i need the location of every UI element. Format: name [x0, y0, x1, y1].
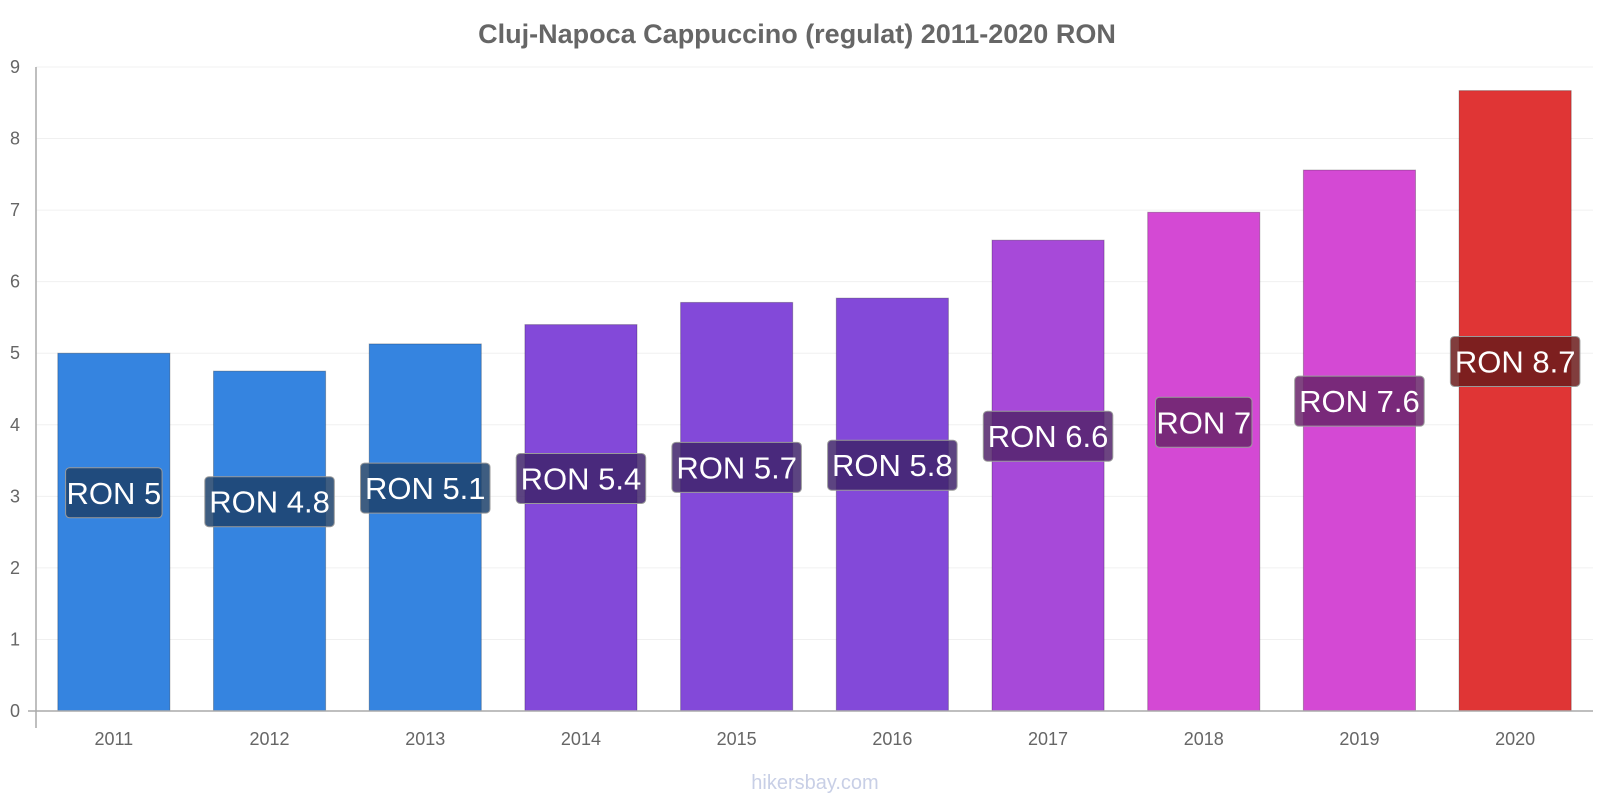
y-tick-label: 9 — [10, 57, 20, 77]
data-label-box — [65, 467, 163, 519]
data-label: RON 8.7 — [1455, 344, 1576, 379]
data-label: RON 4.8 — [209, 485, 330, 520]
x-tick-label: 2016 — [872, 729, 912, 749]
watermark: hikersbay.com — [751, 772, 878, 794]
x-tick-label: 2019 — [1339, 729, 1379, 749]
data-label: RON 6.6 — [988, 419, 1109, 454]
data-label-box — [204, 476, 335, 528]
data-labels: RON 5 RON 4.8 RON 5.1 RON 5.4 RON 5.7 RON 5.8… — [65, 335, 1581, 528]
y-tick-label: 0 — [10, 701, 20, 721]
data-label: RON 5.1 — [365, 471, 486, 506]
bar-2013 — [368, 343, 482, 712]
x-tick-label: 2015 — [717, 729, 757, 749]
bar-2020 — [1458, 90, 1572, 712]
bar-2019 — [1302, 169, 1417, 712]
x-tick-label: 2014 — [561, 729, 601, 749]
data-label-box — [827, 439, 958, 491]
data-label: RON 5.7 — [676, 450, 797, 485]
axes: 0 1 2 3 4 5 6 7 8 9 2011 2012 2013 2014 2015 2016 2017 20… — [10, 57, 1593, 749]
bar-2014 — [524, 324, 638, 712]
data-label-box — [515, 452, 647, 504]
y-tick-label: 6 — [10, 272, 20, 292]
y-tick-label: 8 — [10, 129, 20, 149]
x-tick-label: 2018 — [1184, 729, 1224, 749]
x-tick-label: 2017 — [1028, 729, 1068, 749]
x-tick-label: 2013 — [405, 729, 445, 749]
y-tick-label: 4 — [10, 415, 20, 435]
data-label-box — [982, 410, 1114, 462]
data-label: RON 5 — [66, 476, 161, 511]
data-label: RON 7 — [1156, 405, 1251, 440]
data-label-box — [671, 441, 802, 493]
bar-2012 — [212, 370, 327, 712]
bar-2015 — [680, 301, 794, 712]
data-label-box — [1155, 396, 1253, 448]
y-tick-label: 1 — [10, 629, 20, 649]
data-label-box — [360, 462, 491, 514]
y-tick-label: 2 — [10, 558, 20, 578]
data-label: RON 7.6 — [1299, 384, 1420, 419]
bar-2017 — [991, 239, 1105, 712]
y-tick-label: 7 — [10, 200, 20, 220]
bars — [57, 90, 1572, 712]
data-label: RON 5.4 — [521, 461, 642, 496]
y-tick-label: 5 — [10, 343, 20, 363]
chart-title: Cluj-Napoca Cappuccino (regulat) 2011-20… — [478, 19, 1116, 49]
bar-2016 — [835, 297, 949, 712]
x-tick-label: 2011 — [94, 729, 133, 749]
x-tick-label: 2020 — [1495, 729, 1535, 749]
bar-2011 — [57, 352, 171, 712]
data-label-box — [1449, 335, 1581, 387]
x-tick-label: 2012 — [250, 729, 290, 749]
bar-2018 — [1147, 211, 1261, 712]
data-label: RON 5.8 — [832, 448, 953, 483]
data-label-box — [1294, 375, 1425, 427]
y-tick-label: 3 — [10, 486, 20, 506]
